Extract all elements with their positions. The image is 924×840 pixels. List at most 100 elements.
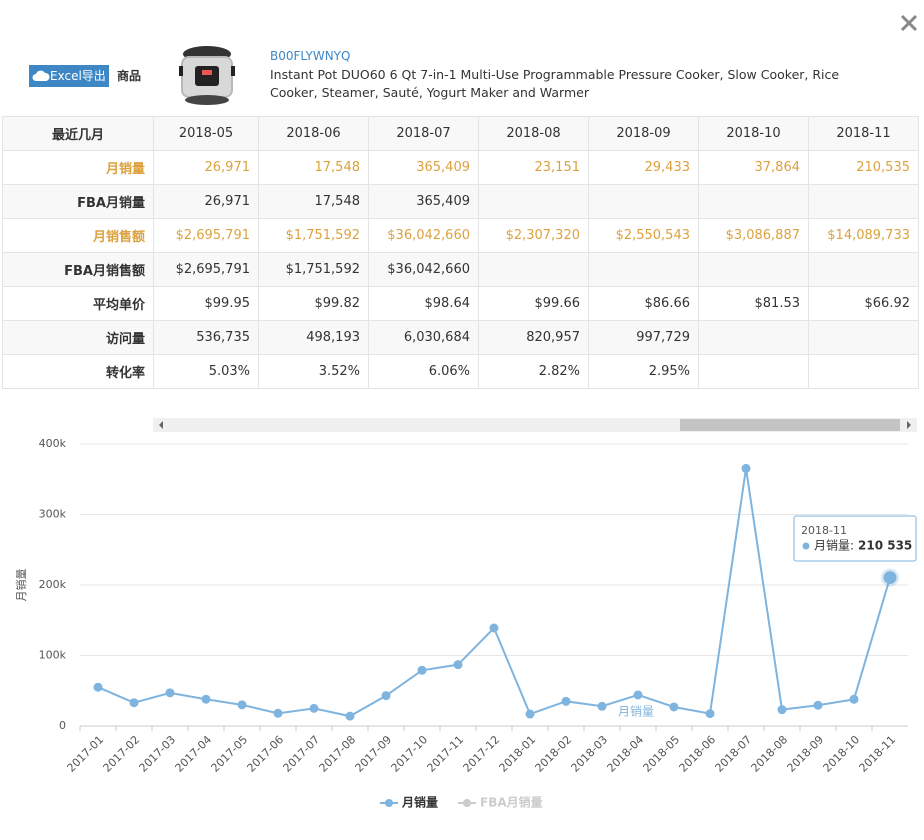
point [813,700,823,710]
product-image[interactable] [175,42,239,108]
table-cell [698,354,809,389]
point [129,698,139,708]
product-title: Instant Pot DUO60 6 Qt 7-in-1 Multi-Use … [270,67,840,100]
x-tick-label: 2017-06 [245,733,287,775]
table-cell: 3.52% [258,354,369,389]
table-cell: $99.66 [478,286,589,321]
table-cell: 37,864 [698,150,809,185]
x-tick-label: 2018-06 [677,733,719,775]
point [597,701,607,711]
x-tick-label: 2018-02 [533,733,575,775]
table-cell: 498,193 [258,320,369,355]
table-cell [808,184,919,219]
line [97,468,891,718]
table-cell: 26,971 [153,184,259,219]
asin[interactable]: B00FLYWNYQ [270,49,351,63]
x-tick-label: 2018-07 [713,733,755,775]
table-cell: $81.53 [698,286,809,321]
point [741,463,751,473]
table-cell [808,354,919,389]
header-row: 最近几月 2018-05 2018-06 2018-07 2018-08 2018-09 2… [2,116,919,151]
header-cell: 2018-07 [368,116,479,151]
scroll-left [159,421,163,429]
point [525,709,535,719]
table-cell: $2,550,543 [588,218,699,253]
table-cell: 17,548 [258,150,369,185]
table-cell: 5.03% [153,354,259,389]
tooltip-dot [802,542,810,550]
table-cell: $1,751,592 [258,218,369,253]
row-label: 访问量 [2,320,154,355]
tooltip-date: 2018-11 [801,524,847,537]
point [273,708,283,718]
x-tick-label: 2017-07 [281,733,323,775]
x-tick-label: 2017-01 [65,733,107,775]
table-cell: 365,409 [368,150,479,185]
point [633,690,643,700]
table-cell: 2.82% [478,354,589,389]
table-row: 月销量 26,971 17,548 365,409 23,151 29,433 37,864… [2,150,919,185]
x-tick-label: 2017-04 [173,733,215,775]
x-tick-label: 2018-11 [857,733,899,775]
row-label: 月销售额 [2,218,154,253]
row-label: FBA月销量 [2,184,154,219]
y-tick-label: 200k [39,578,67,591]
y-tick-label: 0 [59,719,66,732]
row-label: FBA月销售额 [2,252,154,287]
point [777,705,787,715]
table-cell: $3,086,887 [698,218,809,253]
x-tick-label: 2017-10 [389,733,431,775]
table-cell: 820,957 [478,320,589,355]
point [849,694,859,704]
annotation: 月销量 [618,705,654,719]
y-tick-label: 300k [39,508,67,521]
x-tick-label: 2018-05 [641,733,683,775]
header-cell: 2018-08 [478,116,589,151]
table-cell: 365,409 [368,184,479,219]
table-cell: 6.06% [368,354,479,389]
table-cell: 6,030,684 [368,320,479,355]
x-tick-label: 2018-01 [497,733,539,775]
x-tick-label: 2017-03 [137,733,179,775]
legend-dot [463,799,471,807]
header-cell: 2018-05 [153,116,259,151]
table-cell: 997,729 [588,320,699,355]
scrollbar-thumb [680,419,900,431]
table-cell [478,184,589,219]
table-cell: $86.66 [588,286,699,321]
point [883,571,897,585]
table-cell: $2,695,791 [153,218,259,253]
cloud-icon [32,70,50,81]
y-tick-label: 100k [39,649,67,662]
tooltip-value: 210 535 [858,539,912,553]
table-cell: $14,089,733 [808,218,919,253]
legend-label[interactable]: FBA月销量 [480,795,543,810]
x-tick-label: 2017-05 [209,733,251,775]
close-button[interactable] [898,12,920,34]
row-label: 转化率 [2,354,154,389]
point [93,682,103,692]
table-cell [588,184,699,219]
y-axis-label: 月销量 [14,569,28,602]
x-tick-label: 2018-04 [605,733,647,775]
header-cell: 2018-09 [588,116,699,151]
excel-export-button[interactable]: Excel导出 [29,65,109,87]
legend-label[interactable]: 月销量 [401,795,438,810]
row-label: 平均单价 [2,286,154,321]
point [561,696,571,706]
table-cell [588,252,699,287]
chart: 0100k200k300k400k月销量2017-012017-022017-0… [14,418,917,810]
point [417,665,427,675]
table-cell: 29,433 [588,150,699,185]
header-cell: 最近几月 [2,116,154,151]
data-table: 最近几月 2018-05 2018-06 2018-07 2018-08 2018-09 2… [2,116,919,389]
export-label: Excel导出 [50,69,106,83]
legend-dot [385,799,393,807]
header-cell: 2018-06 [258,116,369,151]
table-cell: 17,548 [258,184,369,219]
table-cell: 23,151 [478,150,589,185]
table-cell: $99.95 [153,286,259,321]
x-tick-label: 2018-08 [749,733,791,775]
table-cell [698,320,809,355]
table-cell [698,252,809,287]
